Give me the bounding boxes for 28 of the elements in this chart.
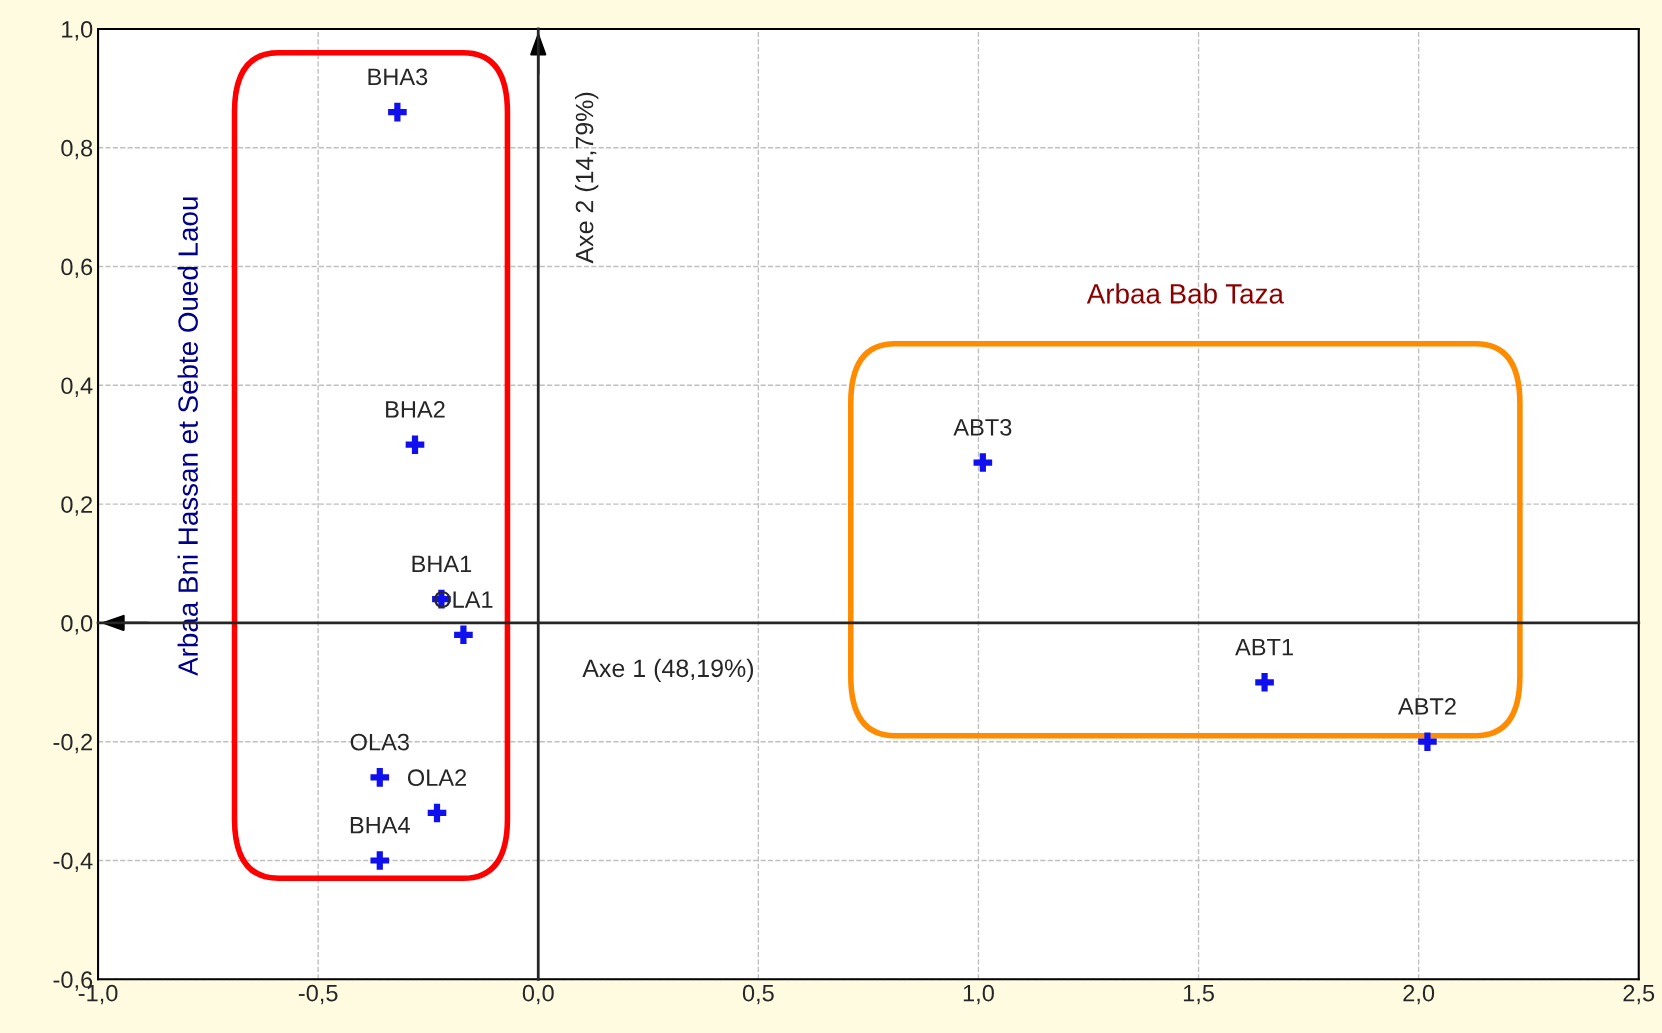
annotation: BHA3 [368, 68, 428, 86]
x-tick-label: 0,5 [742, 984, 774, 1005]
y-tick-label: 0,2 [61, 496, 93, 516]
x-tick-label: 2,0 [1403, 984, 1435, 1005]
y-tick-label: -0,2 [53, 733, 93, 754]
y-axis-title: Axe 2 (14,79%) [575, 92, 599, 264]
annotation: ABT3 [953, 418, 1012, 436]
x-tick-label: 0,0 [522, 984, 554, 1005]
annotation: BHA2 [386, 401, 445, 418]
annotation: BHA4 [350, 817, 410, 834]
x-tick-label: -0,5 [298, 984, 338, 1005]
annotation: Arbaa Bni Hassan et Sebte Oued Laou [177, 197, 198, 676]
x-tick-label: 1,0 [963, 984, 994, 1005]
x-tick-label: 1,5 [1183, 985, 1214, 1005]
x-tick-label: 2,5 [1623, 984, 1655, 1005]
annotation: BHA1 [412, 555, 472, 573]
x-axis-title: Axe 1 (48,19%) [582, 658, 754, 683]
y-tick-label: 0,6 [61, 258, 93, 279]
y-tick-label: 0,4 [61, 377, 93, 397]
annotation: OLA3 [350, 733, 409, 751]
y-tick-label: -0,4 [53, 852, 93, 873]
annotation: OLA2 [407, 769, 467, 787]
y-tick-label: 1,0 [62, 20, 93, 41]
annotation: ABT2 [1397, 698, 1456, 715]
annotation: Arbaa Bab Taza [1086, 283, 1284, 304]
annotation: ABT1 [1235, 638, 1293, 656]
y-tick-label: 0,8 [61, 139, 93, 160]
y-tick-label: 0,0 [61, 614, 93, 635]
